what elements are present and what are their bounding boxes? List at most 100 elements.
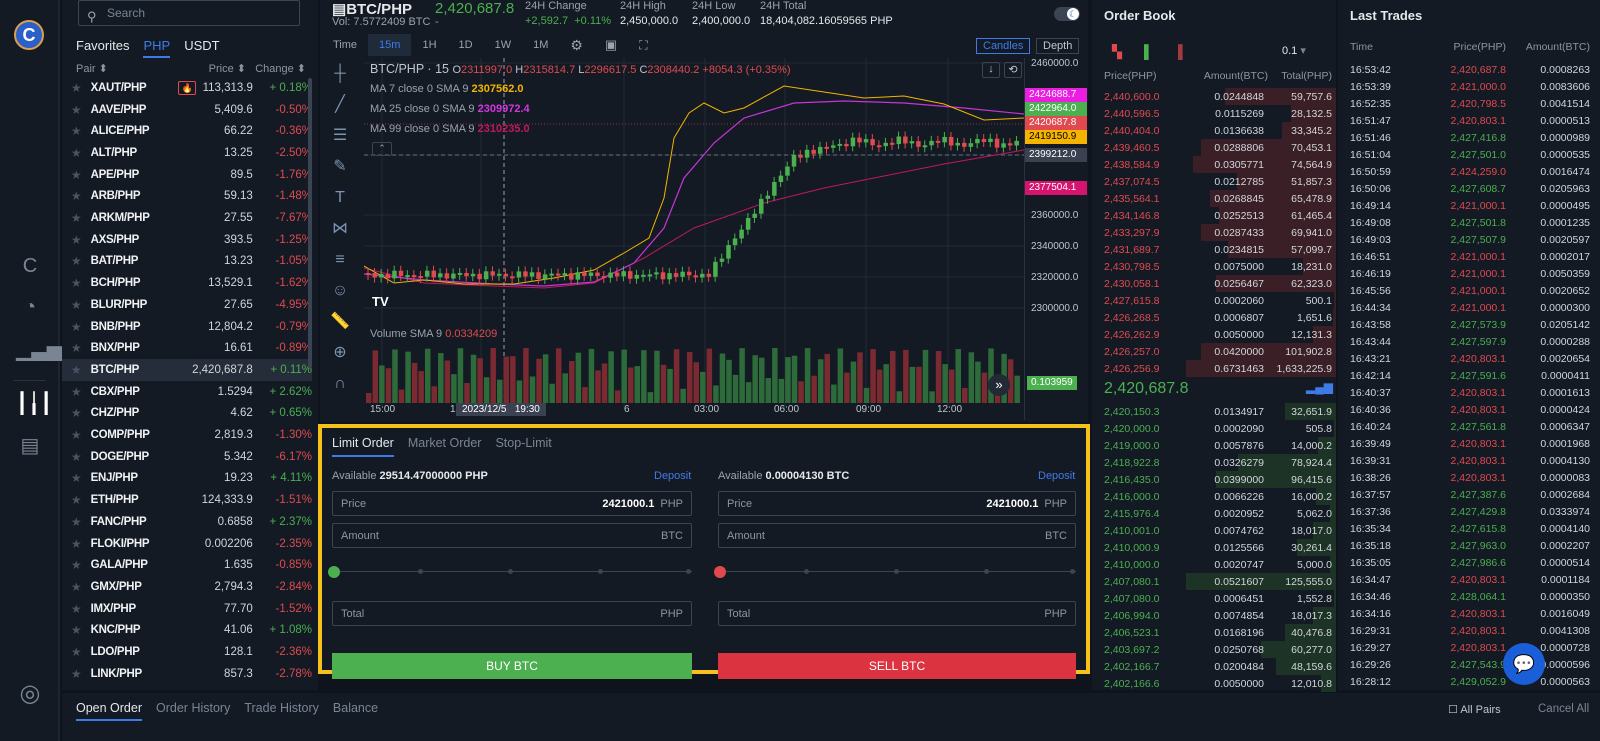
bid-row[interactable]: 2,420,000.0 0.0002090 505.8	[1092, 420, 1336, 437]
view-asks-icon[interactable]: ▌	[1178, 44, 1188, 59]
all-pairs-checkbox[interactable]: ☐ All Pairs	[1448, 704, 1501, 716]
favorite-star-icon[interactable]: ★	[70, 319, 82, 334]
magnet-icon[interactable]: ∩	[334, 375, 346, 392]
coin-icon[interactable]: C	[22, 255, 38, 277]
reset-chart-icon[interactable]: ⟲	[1004, 62, 1022, 78]
favorite-star-icon[interactable]: ★	[70, 384, 82, 399]
ask-row[interactable]: 2,437,074.5 0.0212785 51,857.3	[1092, 173, 1336, 190]
ask-row[interactable]: 2,434,146.8 0.0252513 61,465.4	[1092, 207, 1336, 224]
bid-row[interactable]: 2,420,150.3 0.0134917 32,651.9	[1092, 403, 1336, 420]
ask-row[interactable]: 2,431,689.7 0.0234815 57,099.7	[1092, 241, 1336, 258]
favorite-star-icon[interactable]: ★	[70, 145, 82, 160]
tab-favorites[interactable]: Favorites	[76, 38, 130, 53]
favorite-star-icon[interactable]: ★	[70, 189, 82, 204]
tf-1d[interactable]: 1D	[458, 39, 473, 51]
market-row[interactable]: ★ LDO/PHP 128.1 -2.36%	[62, 641, 312, 663]
chat-support-button[interactable]: 💬	[1503, 643, 1545, 685]
market-row[interactable]: ★ XAUT/PHP 🔥 113,313.9 + 0.18%	[62, 77, 312, 99]
ledger-document-icon[interactable]: ▤	[20, 435, 40, 457]
bid-row[interactable]: 2,419,000.0 0.0057876 14,000.2	[1092, 437, 1336, 454]
price-axis[interactable]: 2460000.0 2360000.0 2340000.0 2320000.0 …	[1024, 58, 1088, 420]
ask-row[interactable]: 2,440,600.0 0.0244848 59,757.6	[1092, 88, 1336, 105]
candles-toggle[interactable]: Candles	[976, 38, 1031, 54]
buy-deposit-link[interactable]: Deposit	[654, 470, 692, 482]
brush-icon[interactable]: ✎	[333, 158, 347, 175]
fib-icon[interactable]: ≡	[335, 251, 345, 268]
market-row[interactable]: ★ ARB/PHP 59.13 -1.48%	[62, 186, 312, 208]
bid-row[interactable]: 2,403,697.2 0.0250768 60,277.0	[1092, 641, 1336, 658]
tf-time[interactable]: Time	[333, 39, 358, 51]
market-row[interactable]: ★ ENJ/PHP 19.23 + 4.11%	[62, 468, 312, 490]
sell-price-input[interactable]: Price 2421000.1 PHP	[718, 491, 1076, 516]
cancel-all-button[interactable]: Cancel All	[1538, 703, 1590, 715]
tab-open-order[interactable]: Open Order	[76, 701, 143, 721]
market-row[interactable]: ★ GMX/PHP 2,794.3 -2.84%	[62, 576, 312, 598]
market-row[interactable]: ★ BLUR/PHP 27.65 -4.95%	[62, 294, 312, 316]
favorite-star-icon[interactable]: ★	[70, 232, 82, 247]
market-row[interactable]: ★ AXS/PHP 393.5 -1.25%	[62, 229, 312, 251]
favorite-star-icon[interactable]: ★	[70, 297, 82, 312]
price-sort-header[interactable]: Price ⬍	[208, 63, 246, 75]
bid-row[interactable]: 2,418,922.8 0.0326279 78,924.4	[1092, 454, 1336, 471]
tab-php[interactable]: PHP	[143, 38, 171, 58]
price-chart-plot[interactable]: BTC/PHP · 15 O2311997.0 H2315814.7 L2296…	[364, 58, 1024, 420]
market-scrollbar[interactable]	[308, 78, 312, 368]
tab-stop-limit[interactable]: Stop-Limit	[495, 436, 552, 450]
sell-deposit-link[interactable]: Deposit	[1038, 470, 1076, 482]
user-profile-icon[interactable]: ◎	[19, 680, 41, 707]
favorite-star-icon[interactable]: ★	[70, 80, 82, 95]
market-row[interactable]: ★ ALT/PHP 13.25 -2.50%	[62, 142, 312, 164]
buy-slider-knob[interactable]	[328, 566, 340, 578]
emoji-icon[interactable]: ☺	[331, 282, 349, 299]
sell-total-input[interactable]: Total PHP	[718, 601, 1076, 626]
zoom-in-icon[interactable]: ⊕	[333, 344, 347, 361]
ask-row[interactable]: 2,440,596.5 0.0115269 28,132.5	[1092, 105, 1336, 122]
tf-1w[interactable]: 1W	[494, 39, 512, 51]
pair-sort-header[interactable]: Pair ⬍	[76, 63, 108, 75]
favorite-star-icon[interactable]: ★	[70, 514, 82, 529]
market-row[interactable]: ★ BTC/PHP 2,420,687.8 + 0.11%	[62, 359, 312, 381]
pattern-icon[interactable]: ⋈	[332, 220, 348, 237]
scroll-to-latest-icon[interactable]: »	[988, 374, 1010, 396]
change-sort-header[interactable]: Change ⬍	[255, 63, 306, 75]
bid-row[interactable]: 2,410,000.9 0.0125566 30,261.4	[1092, 539, 1336, 556]
candles-trade-icon[interactable]: ┃╽┃	[16, 393, 53, 415]
market-row[interactable]: ★ AAVE/PHP 5,409.6 -0.50%	[62, 99, 312, 121]
market-row[interactable]: ★ KNC/PHP 41.06 + 1.08%	[62, 620, 312, 642]
ask-row[interactable]: 2,430,798.5 0.0075000 18,231.0	[1092, 258, 1336, 275]
favorite-star-icon[interactable]: ★	[70, 406, 82, 421]
precision-select[interactable]: 0.1 ▾	[1282, 45, 1306, 57]
bid-row[interactable]: 2,407,080.1 0.0521607 125,555.0	[1092, 573, 1336, 590]
favorite-star-icon[interactable]: ★	[70, 167, 82, 182]
favorite-star-icon[interactable]: ★	[70, 276, 82, 291]
market-row[interactable]: ★ BNB/PHP 12,804.2 -0.79%	[62, 316, 312, 338]
text-tool-icon[interactable]: T	[335, 189, 345, 206]
market-row[interactable]: ★ APE/PHP 89.5 -1.76%	[62, 164, 312, 186]
buy-btc-button[interactable]: BUY BTC	[332, 653, 692, 679]
market-row[interactable]: ★ FLOKI/PHP 0.002206 -2.35%	[62, 533, 312, 555]
ask-row[interactable]: 2,433,297.9 0.0287433 69,941.0	[1092, 224, 1336, 241]
favorite-star-icon[interactable]: ★	[70, 362, 82, 377]
ask-row[interactable]: 2,439,460.5 0.0288806 70,453.1	[1092, 139, 1336, 156]
view-bids-icon[interactable]: ▌	[1144, 44, 1154, 59]
bid-row[interactable]: 2,406,994.0 0.0074854 18,017.3	[1092, 607, 1336, 624]
fullscreen-icon[interactable]: ⛶	[639, 38, 648, 52]
ask-row[interactable]: 2,430,058.1 0.0256467 62,323.0	[1092, 275, 1336, 292]
bid-row[interactable]: 2,402,166.7 0.0200484 48,159.6	[1092, 658, 1336, 675]
collapse-legend-button[interactable]: ⌃	[372, 142, 392, 156]
favorite-star-icon[interactable]: ★	[70, 471, 82, 486]
market-row[interactable]: ★ COMP/PHP 2,819.3 -1.30%	[62, 424, 312, 446]
buy-price-input[interactable]: Price 2421000.1 PHP	[332, 491, 692, 516]
market-row[interactable]: ★ DOGE/PHP 5.342 -6.17%	[62, 446, 312, 468]
market-row[interactable]: ★ ALICE/PHP 66.22 -0.36%	[62, 120, 312, 142]
bid-row[interactable]: 2,410,000.0 0.0020747 5,000.0	[1092, 556, 1336, 573]
favorite-star-icon[interactable]: ★	[70, 449, 82, 464]
favorite-star-icon[interactable]: ★	[70, 536, 82, 551]
favorite-star-icon[interactable]: ★	[70, 666, 82, 681]
sell-slider-knob[interactable]	[714, 566, 726, 578]
market-row[interactable]: ★ BCH/PHP 13,529.1 -1.62%	[62, 272, 312, 294]
favorite-star-icon[interactable]: ★	[70, 558, 82, 573]
bid-row[interactable]: 2,406,523.1 0.0168196 40,476.8	[1092, 624, 1336, 641]
tf-15m[interactable]: 15m	[368, 34, 412, 56]
market-row[interactable]: ★ CBX/PHP 1.5294 + 2.62%	[62, 381, 312, 403]
